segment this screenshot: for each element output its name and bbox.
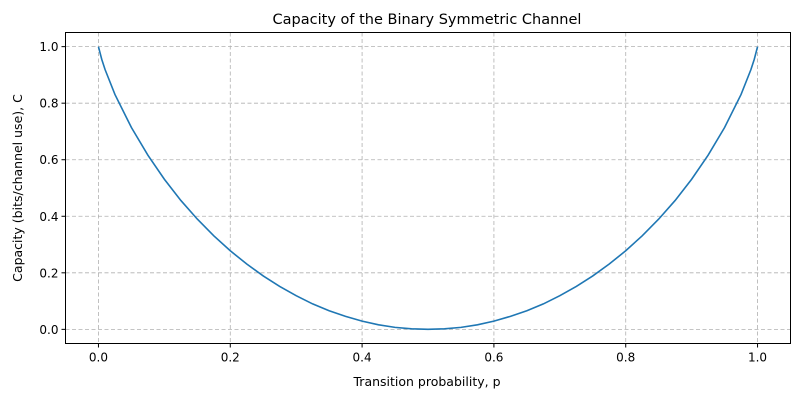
x-tick-label: 0.6 — [484, 351, 503, 365]
x-tick-label: 1.0 — [748, 351, 767, 365]
plot-frame — [65, 32, 791, 344]
x-tick-label: 0.4 — [353, 351, 372, 365]
y-tick-label: 0.6 — [39, 153, 58, 167]
x-tick-label: 0.2 — [221, 351, 240, 365]
y-tick-label: 1.0 — [39, 40, 58, 54]
y-tick-label: 0.4 — [39, 210, 58, 224]
x-axis-label: Transition probability, p — [353, 374, 501, 389]
y-axis-label: Capacity (bits/channel use), C — [10, 94, 25, 282]
series-line — [97, 46, 759, 331]
y-tick-label: 0.0 — [39, 323, 58, 337]
x-tick-label: 0.8 — [616, 351, 635, 365]
x-tick-label: 0.0 — [89, 351, 108, 365]
y-tick-label: 0.8 — [39, 97, 58, 111]
chart-title: Capacity of the Binary Symmetric Channel — [273, 12, 582, 28]
y-tick-label: 0.2 — [39, 266, 58, 280]
